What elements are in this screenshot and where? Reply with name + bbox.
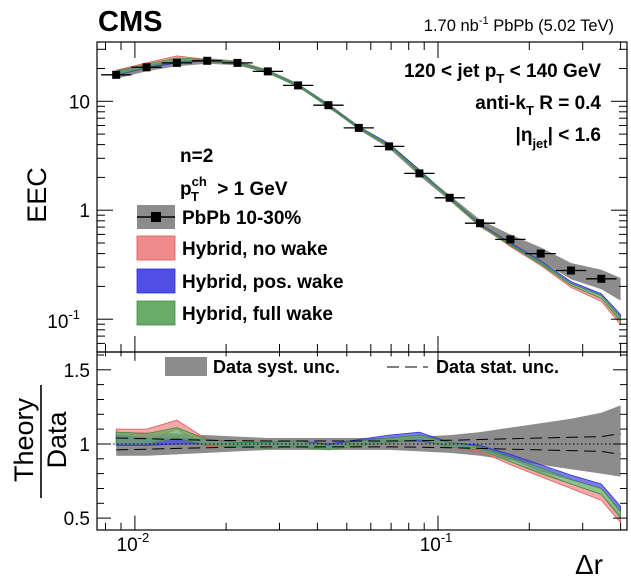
legend-label-stat: Data stat. unc.: [436, 357, 559, 377]
legend-swatch-pos-wake: [136, 268, 176, 294]
legend-label-syst: Data syst. unc.: [213, 357, 340, 377]
data-point-10: [415, 169, 424, 178]
data-point-14: [536, 249, 545, 258]
data-point-13: [506, 235, 515, 244]
y-tick-label-bottom-2: 1.5: [64, 361, 90, 382]
data-point-16: [597, 274, 606, 283]
ratio-stat-lower: [116, 446, 621, 455]
x-tick-label-0: 10-2: [117, 530, 150, 556]
data-point-12: [476, 219, 484, 228]
top-panel-data: [101, 56, 617, 283]
x-axis-title: Δr: [575, 549, 603, 579]
legend-label-no-wake: Hybrid, no wake: [182, 239, 328, 260]
bottom-panel-frame: [96, 351, 628, 531]
legend-swatch-no-wake: [136, 235, 176, 261]
data-point-0: [112, 70, 121, 79]
legend-swatch-syst: [165, 357, 207, 376]
y-tick-label-top-2: 10: [69, 92, 90, 113]
data-point-3: [203, 56, 212, 65]
bottom-panel-bands: [97, 405, 627, 524]
y-axis-title-bottom-numerator: Theory: [9, 397, 39, 482]
data-point-15: [567, 266, 575, 275]
cms-logo: CMS: [98, 6, 162, 38]
data-point-11: [445, 193, 454, 202]
top-panel-frame: [96, 41, 628, 353]
jet-algo-label: anti-kT R = 0.4: [475, 93, 601, 118]
data-point-7: [324, 101, 333, 110]
luminosity-label: 1.70 nb-1 PbPb (5.02 TeV): [424, 15, 614, 35]
y-tick-label-top-0: 10-1: [47, 307, 80, 333]
data-point-4: [233, 58, 242, 67]
x-tick-label-1: 10-1: [420, 530, 453, 556]
bottom-legend: Data syst. unc. Data stat. unc.: [165, 357, 559, 377]
data-point-6: [294, 81, 303, 90]
y-axis-title-bottom-denominator: Data: [42, 411, 72, 469]
n-label: n=2: [180, 146, 213, 167]
legend-label-pos-wake: Hybrid, pos. wake: [182, 272, 344, 293]
legend-data-marker: [151, 212, 161, 222]
top-syst-band: [116, 58, 621, 301]
y-tick-label-top-1: 1: [79, 201, 90, 222]
data-point-2: [172, 58, 181, 67]
data-point-8: [354, 123, 363, 132]
top-legend: PbPb 10-30% Hybrid, no wake Hybrid, pos.…: [136, 205, 344, 326]
legend-swatch-full-wake: [136, 300, 176, 326]
data-point-5: [263, 67, 272, 76]
axis-ticks: [97, 42, 627, 530]
jet-pt-cut-label: 120 < jet pT < 140 GeV: [404, 61, 601, 86]
axis-tick-labels: 10-2 10-1 10-1 1 10 0.5 1 1.5: [47, 92, 452, 556]
jet-eta-cut-label: |ηjet| < 1.6: [516, 125, 601, 151]
legend-label-data: PbPb 10-30%: [182, 208, 301, 229]
legend-label-full-wake: Hybrid, full wake: [182, 304, 333, 325]
ptch-cut-label: pch T > 1 GeV: [180, 174, 288, 204]
y-tick-label-bottom-0: 0.5: [64, 509, 90, 530]
y-axis-title-top: EEC: [22, 167, 52, 223]
ratio-stat-upper: [116, 433, 621, 442]
data-point-9: [385, 142, 394, 151]
y-tick-label-bottom-1: 1: [79, 435, 90, 456]
data-point-1: [142, 63, 151, 72]
